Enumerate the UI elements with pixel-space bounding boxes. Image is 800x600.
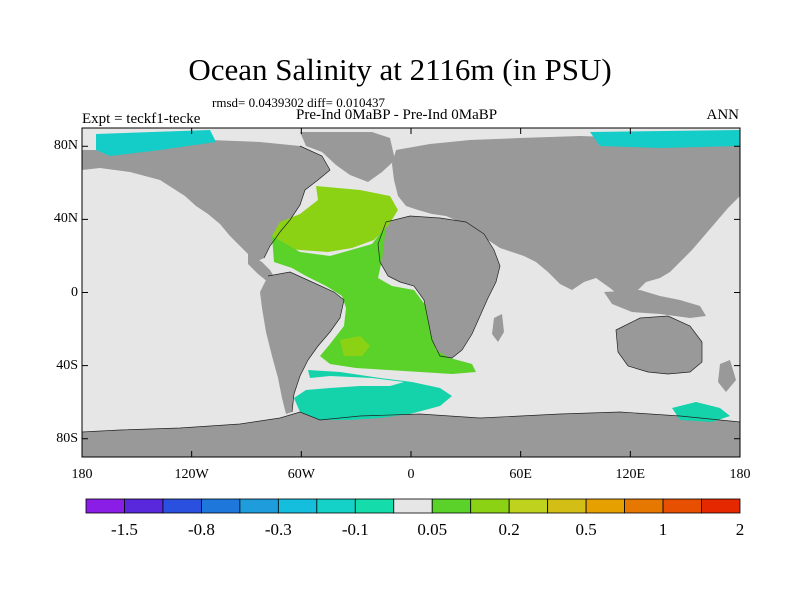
comparison-label: Pre-Ind 0MaBP - Pre-Ind 0MaBP [296, 107, 498, 123]
colorbar-swatch [85, 498, 125, 514]
colorbar-swatch [393, 498, 433, 514]
colorbar-label: -0.8 [187, 520, 215, 539]
land-eurasia [392, 136, 740, 296]
anomaly-tropical-atlantic [272, 226, 476, 374]
x-tick-label: 180 [729, 467, 751, 482]
colorbar-swatch [316, 498, 356, 514]
colorbar-swatch [162, 498, 202, 514]
colorbar-label: 1 [658, 520, 668, 539]
colorbar-swatch [662, 498, 702, 514]
x-tick-label: 60W [287, 467, 315, 482]
anomaly-north-atlantic [272, 186, 398, 252]
land-madagascar [492, 314, 504, 342]
stats-label: rmsd= 0.0439302 diff= 0.010437 [212, 95, 385, 110]
y-tick-label: 40N [53, 211, 78, 227]
colorbar-label: -0.3 [264, 520, 292, 539]
y-tick-label: 80N [53, 138, 78, 154]
colorbar-swatch [354, 498, 395, 514]
x-tick-label: 180 [71, 467, 93, 482]
x-tick-label: 120E [615, 467, 646, 482]
land-north-america [82, 140, 330, 262]
anomaly-southern-ocean [294, 370, 452, 420]
coastlines [81, 145, 741, 433]
colorbar-label: -0.1 [341, 520, 369, 539]
land-south-america [260, 272, 344, 414]
land-australia [616, 316, 702, 374]
x-tick-marks [81, 128, 741, 457]
anomaly-arctic-east [590, 130, 740, 148]
x-tick-label: 60E [509, 467, 532, 482]
colorbar-swatch [547, 498, 587, 514]
land-greenland [300, 132, 395, 182]
land-indonesia [604, 290, 706, 318]
land-africa [378, 216, 500, 358]
y-tick-label: 0 [71, 284, 78, 300]
x-tick-label: 120W [174, 467, 209, 482]
colorbar-label: 2 [735, 520, 745, 539]
plot-title: Ocean Salinity at 2116m (in PSU) [188, 52, 612, 87]
colorbar-swatch [277, 498, 318, 514]
colorbar-label: -1.5 [111, 520, 138, 539]
colorbar-swatch [508, 498, 549, 514]
colorbar-swatch [431, 498, 472, 514]
colorbar-swatch [470, 498, 510, 514]
colorbar-label: 0.2 [498, 520, 520, 539]
y-tick-marks [82, 145, 740, 440]
season-label: ANN [706, 107, 740, 123]
land-central-america [248, 254, 276, 282]
colorbar-label: 0.5 [575, 520, 597, 539]
x-tick-label: 0 [407, 467, 415, 482]
experiment-label: Expt = teckf1-tecke [82, 111, 201, 127]
colorbar-swatch [701, 498, 741, 514]
anomaly-arctic-west [96, 130, 216, 156]
land-new-zealand [718, 360, 736, 392]
colorbar-swatch [624, 498, 664, 514]
anomaly-south-atlantic-patch [340, 336, 370, 356]
colorbar-swatch [201, 498, 241, 514]
colorbar-swatch [239, 498, 279, 514]
colorbar-swatch [124, 498, 164, 514]
colorbar-label: 0.05 [417, 520, 448, 539]
colorbar-swatch [585, 498, 625, 514]
y-tick-label: 40S [56, 357, 78, 373]
colorbar [85, 498, 741, 514]
y-tick-label: 80S [56, 430, 78, 446]
